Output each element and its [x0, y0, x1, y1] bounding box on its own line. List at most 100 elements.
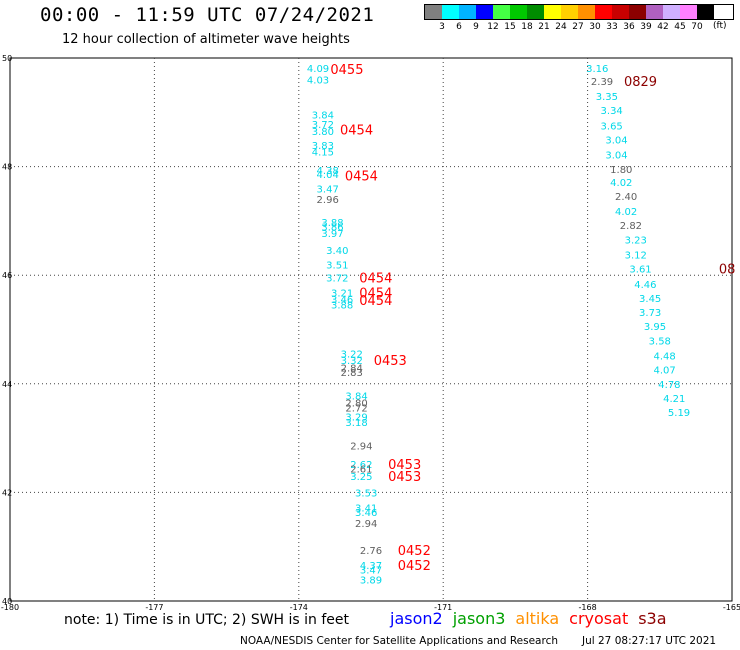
pass-time-label: 0454	[359, 271, 392, 286]
wave-height-value: 3.58	[649, 336, 671, 347]
wave-height-value: 2.72	[345, 404, 367, 415]
color-scale-labels: 3 6 9 12 15 18 21 24 27 30 33 36 39 42 45 70	[424, 20, 734, 34]
wave-height-value: 3.29	[345, 412, 367, 423]
wave-height-value: 3.72	[326, 273, 348, 284]
wave-height-value: 3.25	[350, 472, 372, 483]
color-scale-swatches	[424, 4, 734, 20]
pass-time-label: 0454	[340, 124, 373, 139]
wave-height-value: 3.88	[331, 301, 353, 312]
pass-time-label: 0452	[398, 544, 431, 559]
generation-timestamp: Jul 27 08:27:17 UTC 2021	[582, 635, 717, 647]
color-scale-label: 6	[456, 22, 462, 32]
pass-time-label: 08	[719, 263, 736, 278]
color-swatch	[595, 5, 612, 19]
pass-time-label: 0452	[398, 559, 431, 574]
wave-height-value: 2.80	[345, 398, 367, 409]
y-tick-label: 46	[2, 271, 12, 280]
color-scale-label: 42	[657, 22, 669, 32]
wave-height-value: 3.34	[601, 106, 623, 117]
color-swatch	[442, 5, 459, 19]
color-swatch	[561, 5, 578, 19]
wave-height-value: 3.32	[341, 356, 363, 367]
color-scale: 3 6 9 12 15 18 21 24 27 30 33 36 39 42 45 70	[424, 4, 734, 34]
wave-height-value: 4.78	[658, 380, 680, 391]
wave-height-value: 3.95	[644, 322, 666, 333]
wave-height-value: 3.23	[625, 235, 647, 246]
y-tick-label: 40	[2, 597, 12, 606]
wave-height-value: 4.21	[663, 394, 685, 405]
wave-height-value: 3.83	[312, 141, 334, 152]
y-tick-label: 42	[2, 488, 12, 497]
pass-time-label: 0454	[359, 287, 392, 302]
color-scale-label: 24	[555, 22, 567, 32]
wave-height-value: 3.04	[605, 135, 627, 146]
color-scale-label: 27	[572, 22, 584, 32]
color-swatch	[476, 5, 493, 19]
pass-time-label: 0453	[374, 354, 407, 369]
color-swatch	[510, 5, 527, 19]
satellite-legend: jason2 jason3 altika cryosat s3a	[390, 609, 677, 628]
wave-height-value: 3.84	[345, 392, 367, 403]
wave-height-value: 3.97	[321, 229, 343, 240]
color-swatch	[425, 5, 442, 19]
wave-height-value: 3.86	[321, 222, 343, 233]
color-swatch	[612, 5, 629, 19]
wave-height-value: 3.35	[596, 92, 618, 103]
scale-unit: (ft)	[713, 21, 727, 31]
color-swatch	[459, 5, 476, 19]
page-title: 00:00 - 11:59 UTC 07/24/2021	[40, 4, 375, 26]
wave-height-value: 4.04	[317, 170, 339, 181]
wave-height-value: 3.73	[639, 308, 661, 319]
color-swatch	[544, 5, 561, 19]
wave-height-value: 3.88	[321, 218, 343, 229]
y-tick-label: 48	[2, 163, 12, 172]
color-swatch	[629, 5, 646, 19]
satellite-s3a: s3a	[638, 609, 667, 628]
wave-height-value: 3.89	[360, 575, 382, 586]
x-tick-label: -165	[723, 603, 740, 610]
wave-height-value: 4.02	[610, 178, 632, 189]
wave-height-value: 1.80	[610, 165, 632, 176]
pass-time-label: 0453	[388, 470, 421, 485]
pass-time-label: 0453	[388, 458, 421, 473]
wave-height-value: 3.16	[586, 64, 608, 75]
wave-height-value: 3.46	[331, 295, 353, 306]
satellite-jason3: jason3	[452, 609, 506, 628]
wave-height-value: 4.37	[360, 561, 382, 572]
y-tick-label: 50	[2, 54, 12, 63]
wave-height-value: 3.40	[326, 246, 348, 257]
satellite-jason2: jason2	[390, 609, 443, 628]
wave-height-value: 3.53	[355, 488, 377, 499]
wave-height-value: 3.41	[355, 504, 377, 515]
color-scale-label: 39	[640, 22, 652, 32]
wave-height-value: 3.46	[355, 508, 377, 519]
color-scale-label: 33	[606, 22, 618, 32]
color-scale-label: 45	[674, 22, 686, 32]
plot-frame	[9, 57, 733, 602]
wave-height-value: 4.46	[634, 280, 656, 291]
wave-height-value: 3.12	[625, 251, 647, 262]
wave-height-value: 2.40	[615, 192, 637, 203]
wave-height-value: 2.83	[341, 368, 363, 379]
wave-height-value: 3.72	[312, 120, 334, 131]
wave-height-value: 3.61	[629, 265, 651, 276]
wave-height-value: 5.19	[668, 408, 690, 419]
pass-time-label: 0829	[624, 75, 657, 90]
y-tick-label: 44	[2, 380, 12, 389]
color-scale-label: 9	[473, 22, 479, 32]
wave-height-value: 2.94	[355, 519, 377, 530]
wave-height-value: 2.96	[317, 195, 339, 206]
wave-height-value: 3.84	[312, 110, 334, 121]
wave-height-value: 2.82	[620, 221, 642, 232]
color-scale-label: 70	[691, 22, 703, 32]
wave-height-value: 2.94	[350, 442, 372, 453]
color-swatch	[646, 5, 663, 19]
x-tick-label: -171	[434, 603, 452, 610]
color-scale-label: 12	[487, 22, 499, 32]
footer-note: note: 1) Time is in UTC; 2) SWH is in fe…	[64, 612, 350, 628]
color-swatch	[697, 5, 714, 19]
x-tick-label: -168	[579, 603, 597, 610]
color-swatch	[527, 5, 544, 19]
wave-height-value: 3.65	[601, 121, 623, 132]
